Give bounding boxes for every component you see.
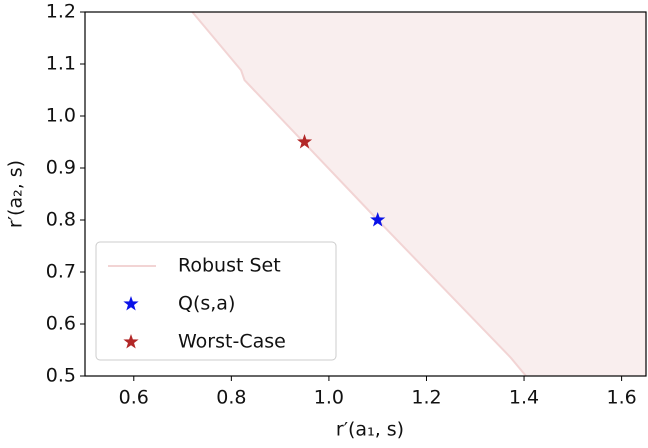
y-tick-label: 1.0: [46, 105, 76, 127]
x-tick-label: 1.6: [606, 387, 636, 409]
star-point: [370, 212, 386, 227]
legend-label: Q(s,a): [178, 293, 235, 315]
x-tick-label: 0.8: [216, 387, 246, 409]
legend-label: Robust Set: [178, 255, 281, 277]
y-tick-label: 0.9: [46, 157, 76, 179]
legend-swatch: [123, 334, 139, 349]
plot-frame: [84, 11, 647, 377]
legend-box: [95, 241, 337, 361]
legend-label: Worst-Case: [178, 331, 286, 353]
area-fill: [192, 12, 647, 376]
y-tick-label: 0.7: [46, 261, 76, 283]
x-tick-label: 0.6: [119, 387, 149, 409]
area-boundary: [191, 11, 527, 377]
y-tick-label: 0.8: [46, 209, 76, 231]
x-axis-label: r′(a₁, s): [336, 419, 404, 441]
y-tick-label: 1.2: [46, 1, 76, 23]
y-tick-label: 1.1: [46, 53, 76, 75]
x-tick-label: 1.2: [411, 387, 441, 409]
star-point: [296, 134, 313, 149]
y-axis-label: r′(a₂, s): [5, 160, 27, 228]
legend-swatch: [123, 296, 139, 311]
y-tick-label: 0.5: [46, 365, 76, 387]
y-tick-label: 0.6: [46, 313, 76, 335]
x-tick-label: 1.0: [314, 387, 344, 409]
x-tick-label: 1.4: [509, 387, 539, 409]
